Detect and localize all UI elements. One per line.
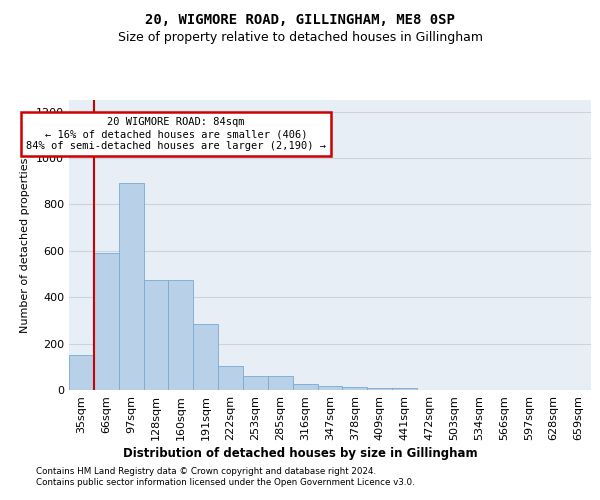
Bar xyxy=(367,388,392,390)
Bar xyxy=(94,253,119,390)
Bar xyxy=(268,376,293,390)
Text: Contains public sector information licensed under the Open Government Licence v3: Contains public sector information licen… xyxy=(36,478,415,487)
Text: 20, WIGMORE ROAD, GILLINGHAM, ME8 0SP: 20, WIGMORE ROAD, GILLINGHAM, ME8 0SP xyxy=(145,12,455,26)
Bar xyxy=(293,384,317,390)
Text: Size of property relative to detached houses in Gillingham: Size of property relative to detached ho… xyxy=(118,31,482,44)
Bar xyxy=(218,366,243,390)
Bar xyxy=(243,376,268,390)
Y-axis label: Number of detached properties: Number of detached properties xyxy=(20,158,31,332)
Text: Contains HM Land Registry data © Crown copyright and database right 2024.: Contains HM Land Registry data © Crown c… xyxy=(36,467,376,476)
Bar xyxy=(143,280,169,390)
Bar xyxy=(69,354,94,390)
Bar xyxy=(193,324,218,390)
Bar xyxy=(317,386,343,390)
Bar xyxy=(343,386,367,390)
Text: Distribution of detached houses by size in Gillingham: Distribution of detached houses by size … xyxy=(122,448,478,460)
Text: 20 WIGMORE ROAD: 84sqm
← 16% of detached houses are smaller (406)
84% of semi-de: 20 WIGMORE ROAD: 84sqm ← 16% of detached… xyxy=(26,118,326,150)
Bar xyxy=(119,183,143,390)
Bar xyxy=(392,388,417,390)
Bar xyxy=(169,280,193,390)
